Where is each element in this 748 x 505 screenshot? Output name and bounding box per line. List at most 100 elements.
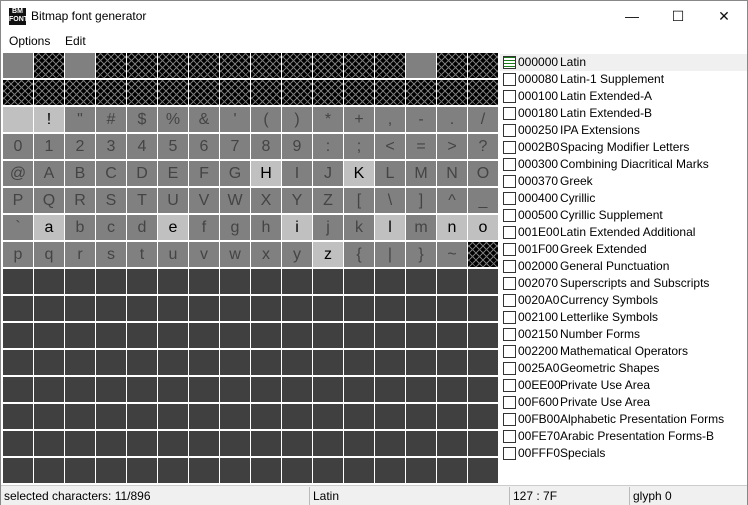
char-cell[interactable] bbox=[158, 377, 188, 402]
char-cell[interactable] bbox=[96, 404, 126, 429]
char-cell[interactable]: ` bbox=[3, 215, 33, 240]
checkbox[interactable] bbox=[503, 56, 516, 69]
char-cell[interactable]: K bbox=[344, 161, 374, 186]
char-cell[interactable] bbox=[127, 431, 157, 456]
checkbox[interactable] bbox=[503, 90, 516, 103]
char-cell[interactable] bbox=[158, 296, 188, 321]
char-cell[interactable]: z bbox=[313, 242, 343, 267]
char-cell[interactable]: 3 bbox=[96, 134, 126, 159]
menu-edit[interactable]: Edit bbox=[65, 34, 86, 48]
char-cell[interactable] bbox=[3, 404, 33, 429]
char-cell[interactable] bbox=[282, 458, 312, 483]
charset-item[interactable]: 000250 IPA Extensions bbox=[500, 122, 747, 139]
char-cell[interactable] bbox=[3, 53, 33, 78]
char-cell[interactable] bbox=[3, 377, 33, 402]
minimize-button[interactable]: — bbox=[625, 8, 639, 24]
char-cell[interactable] bbox=[65, 269, 95, 294]
char-cell[interactable] bbox=[251, 404, 281, 429]
char-cell[interactable] bbox=[220, 296, 250, 321]
char-cell[interactable] bbox=[313, 404, 343, 429]
char-cell[interactable]: q bbox=[34, 242, 64, 267]
char-cell[interactable]: ) bbox=[282, 107, 312, 132]
char-cell[interactable] bbox=[220, 458, 250, 483]
char-cell[interactable] bbox=[189, 80, 219, 105]
char-cell[interactable] bbox=[220, 323, 250, 348]
char-cell[interactable]: G bbox=[220, 161, 250, 186]
char-cell[interactable]: o bbox=[468, 215, 498, 240]
char-cell[interactable]: d bbox=[127, 215, 157, 240]
char-cell[interactable] bbox=[375, 431, 405, 456]
char-cell[interactable]: B bbox=[65, 161, 95, 186]
char-cell[interactable] bbox=[3, 107, 33, 132]
charset-item[interactable]: 000080 Latin-1 Supplement bbox=[500, 71, 747, 88]
char-cell[interactable]: Z bbox=[313, 188, 343, 213]
char-cell[interactable] bbox=[158, 80, 188, 105]
char-cell[interactable]: s bbox=[96, 242, 126, 267]
char-cell[interactable] bbox=[127, 350, 157, 375]
char-cell[interactable] bbox=[189, 53, 219, 78]
checkbox[interactable] bbox=[503, 226, 516, 239]
char-cell[interactable] bbox=[344, 458, 374, 483]
checkbox[interactable] bbox=[503, 277, 516, 290]
char-cell[interactable]: j bbox=[313, 215, 343, 240]
char-cell[interactable] bbox=[313, 53, 343, 78]
char-cell[interactable] bbox=[34, 458, 64, 483]
char-cell[interactable] bbox=[158, 458, 188, 483]
char-cell[interactable] bbox=[189, 296, 219, 321]
char-cell[interactable] bbox=[251, 80, 281, 105]
char-cell[interactable] bbox=[127, 404, 157, 429]
char-cell[interactable] bbox=[375, 80, 405, 105]
char-cell[interactable]: " bbox=[65, 107, 95, 132]
char-cell[interactable]: ; bbox=[344, 134, 374, 159]
char-cell[interactable] bbox=[127, 377, 157, 402]
charset-item[interactable]: 000370 Greek bbox=[500, 173, 747, 190]
char-cell[interactable] bbox=[251, 269, 281, 294]
char-cell[interactable] bbox=[468, 350, 498, 375]
char-cell[interactable]: 1 bbox=[34, 134, 64, 159]
char-cell[interactable] bbox=[282, 323, 312, 348]
char-cell[interactable] bbox=[344, 404, 374, 429]
charset-item[interactable]: 0020A0 Currency Symbols bbox=[500, 292, 747, 309]
char-cell[interactable] bbox=[34, 350, 64, 375]
char-cell[interactable] bbox=[344, 269, 374, 294]
char-cell[interactable] bbox=[96, 269, 126, 294]
char-cell[interactable]: 0 bbox=[3, 134, 33, 159]
char-cell[interactable] bbox=[468, 404, 498, 429]
char-cell[interactable] bbox=[127, 80, 157, 105]
char-cell[interactable] bbox=[437, 269, 467, 294]
checkbox[interactable] bbox=[503, 294, 516, 307]
char-cell[interactable]: @ bbox=[3, 161, 33, 186]
char-cell[interactable] bbox=[468, 431, 498, 456]
char-cell[interactable] bbox=[406, 323, 436, 348]
char-cell[interactable] bbox=[375, 269, 405, 294]
char-cell[interactable] bbox=[375, 53, 405, 78]
char-cell[interactable]: O bbox=[468, 161, 498, 186]
checkbox[interactable] bbox=[503, 379, 516, 392]
char-cell[interactable] bbox=[468, 377, 498, 402]
checkbox[interactable] bbox=[503, 396, 516, 409]
char-cell[interactable]: S bbox=[96, 188, 126, 213]
character-grid[interactable]: ! " # $% & '() * +, -./ 0 1 2 3 4 5 6 7 8 9:; < = >? @ A B C D E F G H… bbox=[2, 52, 499, 485]
checkbox[interactable] bbox=[503, 141, 516, 154]
char-cell[interactable] bbox=[158, 431, 188, 456]
char-cell[interactable]: A bbox=[34, 161, 64, 186]
char-cell[interactable]: X bbox=[251, 188, 281, 213]
char-cell[interactable] bbox=[468, 323, 498, 348]
char-cell[interactable]: f bbox=[189, 215, 219, 240]
char-cell[interactable]: k bbox=[344, 215, 374, 240]
char-cell[interactable]: , bbox=[375, 107, 405, 132]
char-cell[interactable] bbox=[375, 350, 405, 375]
char-cell[interactable] bbox=[65, 323, 95, 348]
char-cell[interactable] bbox=[96, 458, 126, 483]
char-cell[interactable]: C bbox=[96, 161, 126, 186]
char-cell[interactable] bbox=[282, 296, 312, 321]
char-cell[interactable] bbox=[437, 350, 467, 375]
char-cell[interactable]: I bbox=[282, 161, 312, 186]
charset-item[interactable]: 000100 Latin Extended-A bbox=[500, 88, 747, 105]
menu-options[interactable]: Options bbox=[9, 34, 51, 48]
char-cell[interactable] bbox=[282, 80, 312, 105]
char-cell[interactable] bbox=[375, 377, 405, 402]
char-cell[interactable]: ( bbox=[251, 107, 281, 132]
checkbox[interactable] bbox=[503, 107, 516, 120]
char-cell[interactable] bbox=[406, 431, 436, 456]
